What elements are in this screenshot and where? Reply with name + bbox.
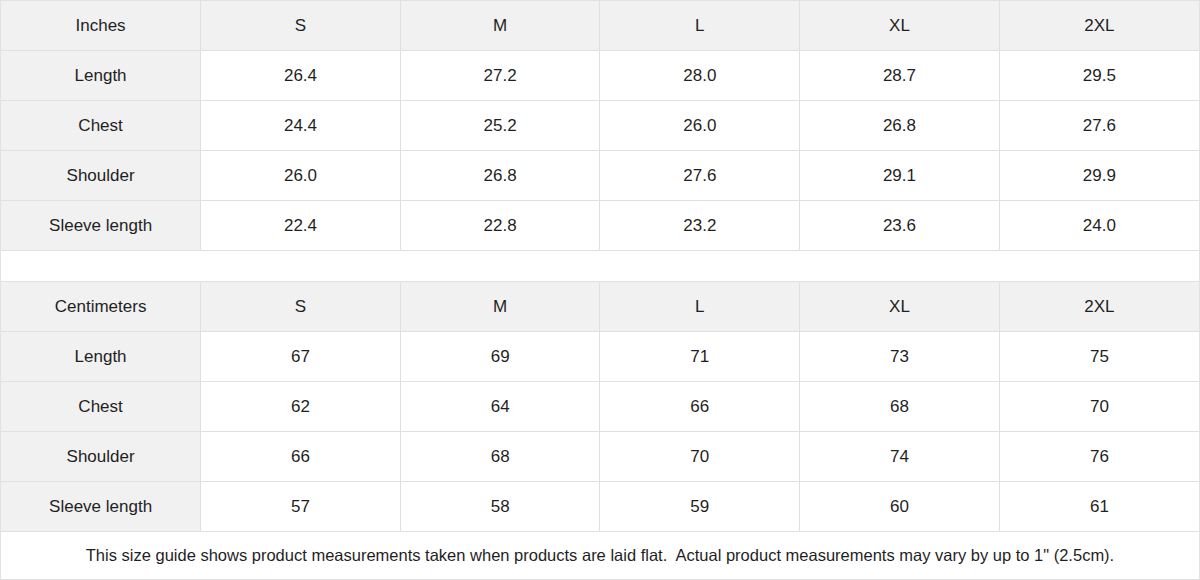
- measurement-value: 60: [800, 482, 1000, 532]
- measurement-value: 66: [600, 382, 800, 432]
- measurement-value: 64: [400, 382, 600, 432]
- measurement-label: Sleeve length: [1, 482, 201, 532]
- table-row-sleeve-length: Sleeve length 22.4 22.8 23.2 23.6 24.0: [1, 201, 1199, 251]
- size-guide-footnote: This size guide shows product measuremen…: [1, 532, 1199, 579]
- measurement-value: 26.4: [201, 51, 401, 101]
- table-row-length: Length 26.4 27.2 28.0 28.7 29.5: [1, 51, 1199, 101]
- measurement-value: 69: [400, 332, 600, 382]
- measurement-value: 29.5: [999, 51, 1199, 101]
- measurement-value: 71: [600, 332, 800, 382]
- measurement-label: Sleeve length: [1, 201, 201, 251]
- measurement-value: 59: [600, 482, 800, 532]
- table-row-shoulder: Shoulder 26.0 26.8 27.6 29.1 29.9: [1, 151, 1199, 201]
- size-col-header-l: L: [600, 282, 800, 332]
- size-guide: Inches S M L XL 2XL Length 26.4 27.2 28.…: [0, 0, 1200, 580]
- size-col-header-xl: XL: [800, 282, 1000, 332]
- measurement-value: 22.8: [400, 201, 600, 251]
- measurement-value: 27.6: [999, 101, 1199, 151]
- measurement-value: 26.8: [400, 151, 600, 201]
- measurement-value: 76: [999, 432, 1199, 482]
- measurement-label: Chest: [1, 101, 201, 151]
- measurement-value: 22.4: [201, 201, 401, 251]
- size-col-header-xl: XL: [800, 1, 1000, 51]
- measurement-label: Shoulder: [1, 432, 201, 482]
- measurement-value: 73: [800, 332, 1000, 382]
- table-row-chest: Chest 24.4 25.2 26.0 26.8 27.6: [1, 101, 1199, 151]
- measurement-label: Shoulder: [1, 151, 201, 201]
- measurement-value: 68: [400, 432, 600, 482]
- measurement-value: 74: [800, 432, 1000, 482]
- measurement-value: 62: [201, 382, 401, 432]
- centimeters-header-row: Centimeters S M L XL 2XL: [1, 282, 1199, 332]
- measurement-label: Chest: [1, 382, 201, 432]
- size-col-header-2xl: 2XL: [999, 1, 1199, 51]
- measurement-value: 68: [800, 382, 1000, 432]
- measurement-value: 23.2: [600, 201, 800, 251]
- measurement-value: 57: [201, 482, 401, 532]
- measurement-value: 61: [999, 482, 1199, 532]
- measurement-value: 24.0: [999, 201, 1199, 251]
- measurement-value: 58: [400, 482, 600, 532]
- measurement-value: 25.2: [400, 101, 600, 151]
- measurement-value: 23.6: [800, 201, 1000, 251]
- measurement-value: 27.6: [600, 151, 800, 201]
- table-row-sleeve-length: Sleeve length 57 58 59 60 61: [1, 482, 1199, 532]
- measurement-value: 29.9: [999, 151, 1199, 201]
- inches-table: Inches S M L XL 2XL Length 26.4 27.2 28.…: [1, 1, 1199, 251]
- measurement-value: 27.2: [400, 51, 600, 101]
- measurement-value: 24.4: [201, 101, 401, 151]
- table-row-chest: Chest 62 64 66 68 70: [1, 382, 1199, 432]
- table-row-length: Length 67 69 71 73 75: [1, 332, 1199, 382]
- unit-header-cell: Centimeters: [1, 282, 201, 332]
- table-spacer: [1, 251, 1199, 282]
- measurement-label: Length: [1, 51, 201, 101]
- measurement-value: 75: [999, 332, 1199, 382]
- size-col-header-l: L: [600, 1, 800, 51]
- size-col-header-m: M: [400, 1, 600, 51]
- measurement-value: 66: [201, 432, 401, 482]
- size-col-header-m: M: [400, 282, 600, 332]
- measurement-value: 29.1: [800, 151, 1000, 201]
- measurement-value: 26.0: [600, 101, 800, 151]
- measurement-value: 28.7: [800, 51, 1000, 101]
- table-row-shoulder: Shoulder 66 68 70 74 76: [1, 432, 1199, 482]
- size-col-header-s: S: [201, 1, 401, 51]
- unit-header-cell: Inches: [1, 1, 201, 51]
- measurement-value: 70: [999, 382, 1199, 432]
- measurement-value: 26.0: [201, 151, 401, 201]
- measurement-value: 70: [600, 432, 800, 482]
- size-col-header-2xl: 2XL: [999, 282, 1199, 332]
- measurement-value: 67: [201, 332, 401, 382]
- measurement-value: 28.0: [600, 51, 800, 101]
- size-col-header-s: S: [201, 282, 401, 332]
- measurement-label: Length: [1, 332, 201, 382]
- measurement-value: 26.8: [800, 101, 1000, 151]
- inches-header-row: Inches S M L XL 2XL: [1, 1, 1199, 51]
- centimeters-table: Centimeters S M L XL 2XL Length 67 69 71…: [1, 282, 1199, 532]
